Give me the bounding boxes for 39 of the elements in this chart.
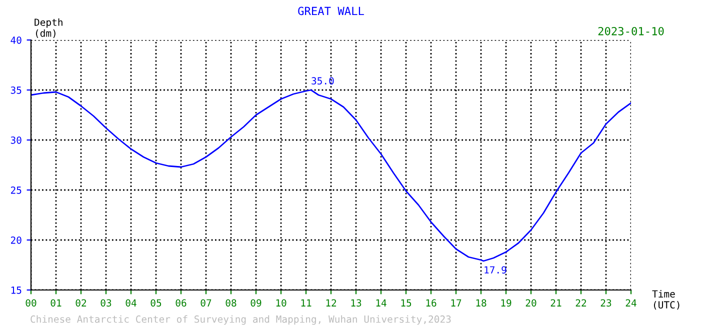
x-tick-label: 05 <box>150 299 162 307</box>
chart-title: GREAT WALL <box>298 6 364 16</box>
x-tick-label: 22 <box>576 299 586 306</box>
text: 2023-01-10 <box>598 26 664 36</box>
y-axis-title: Depth (dm) <box>34 18 62 38</box>
y-tick-label: 25 <box>10 186 22 194</box>
x-tick-label: 07 <box>200 299 212 307</box>
y-tick-label: 30 <box>10 136 22 144</box>
x-tick-label: 10 <box>276 299 286 307</box>
text: Chinese Antarctic Center of Surveying and Mapping, Wuhan University,2023 <box>30 315 451 325</box>
x-tick-label: 24 <box>626 299 636 306</box>
y-tick-label: 35 <box>10 86 22 94</box>
x-tick-label: 17 <box>451 299 462 306</box>
x-axis-title: Time (UTC) <box>652 290 680 310</box>
x-tick-label: 02 <box>76 299 86 307</box>
x-tick-label: 09 <box>250 299 262 307</box>
x-tick-label: 04 <box>126 299 136 307</box>
x-tick-label: 14 <box>376 299 386 306</box>
x-tick-label: 18 <box>476 299 486 307</box>
x-tick-label: 23 <box>600 299 612 307</box>
x-tick-label: 08 <box>226 299 236 307</box>
y-tick-label: 40 <box>10 36 22 44</box>
line-series <box>31 89 631 262</box>
x-tick-label: 11 <box>301 299 312 306</box>
x-tick-label: 00 <box>26 299 36 307</box>
x-tick-label: 15 <box>401 299 412 307</box>
x-tick-label: 21 <box>550 299 562 306</box>
x-tick-label: 01 <box>50 299 62 307</box>
y-tick-label: 20 <box>10 236 22 244</box>
x-tick-label: 03 <box>100 299 112 307</box>
annotation: 17.9 <box>484 266 506 274</box>
x-tick-label: 19 <box>501 299 512 307</box>
y-tick-label: 15 <box>11 286 22 294</box>
x-tick-label: 13 <box>351 299 362 307</box>
x-tick-label: 20 <box>526 299 536 307</box>
x-tick-label: 12 <box>326 299 336 306</box>
x-tick-label: 06 <box>176 299 186 307</box>
annotation: 35.0 <box>312 77 334 85</box>
x-tick-label: 16 <box>426 299 436 307</box>
